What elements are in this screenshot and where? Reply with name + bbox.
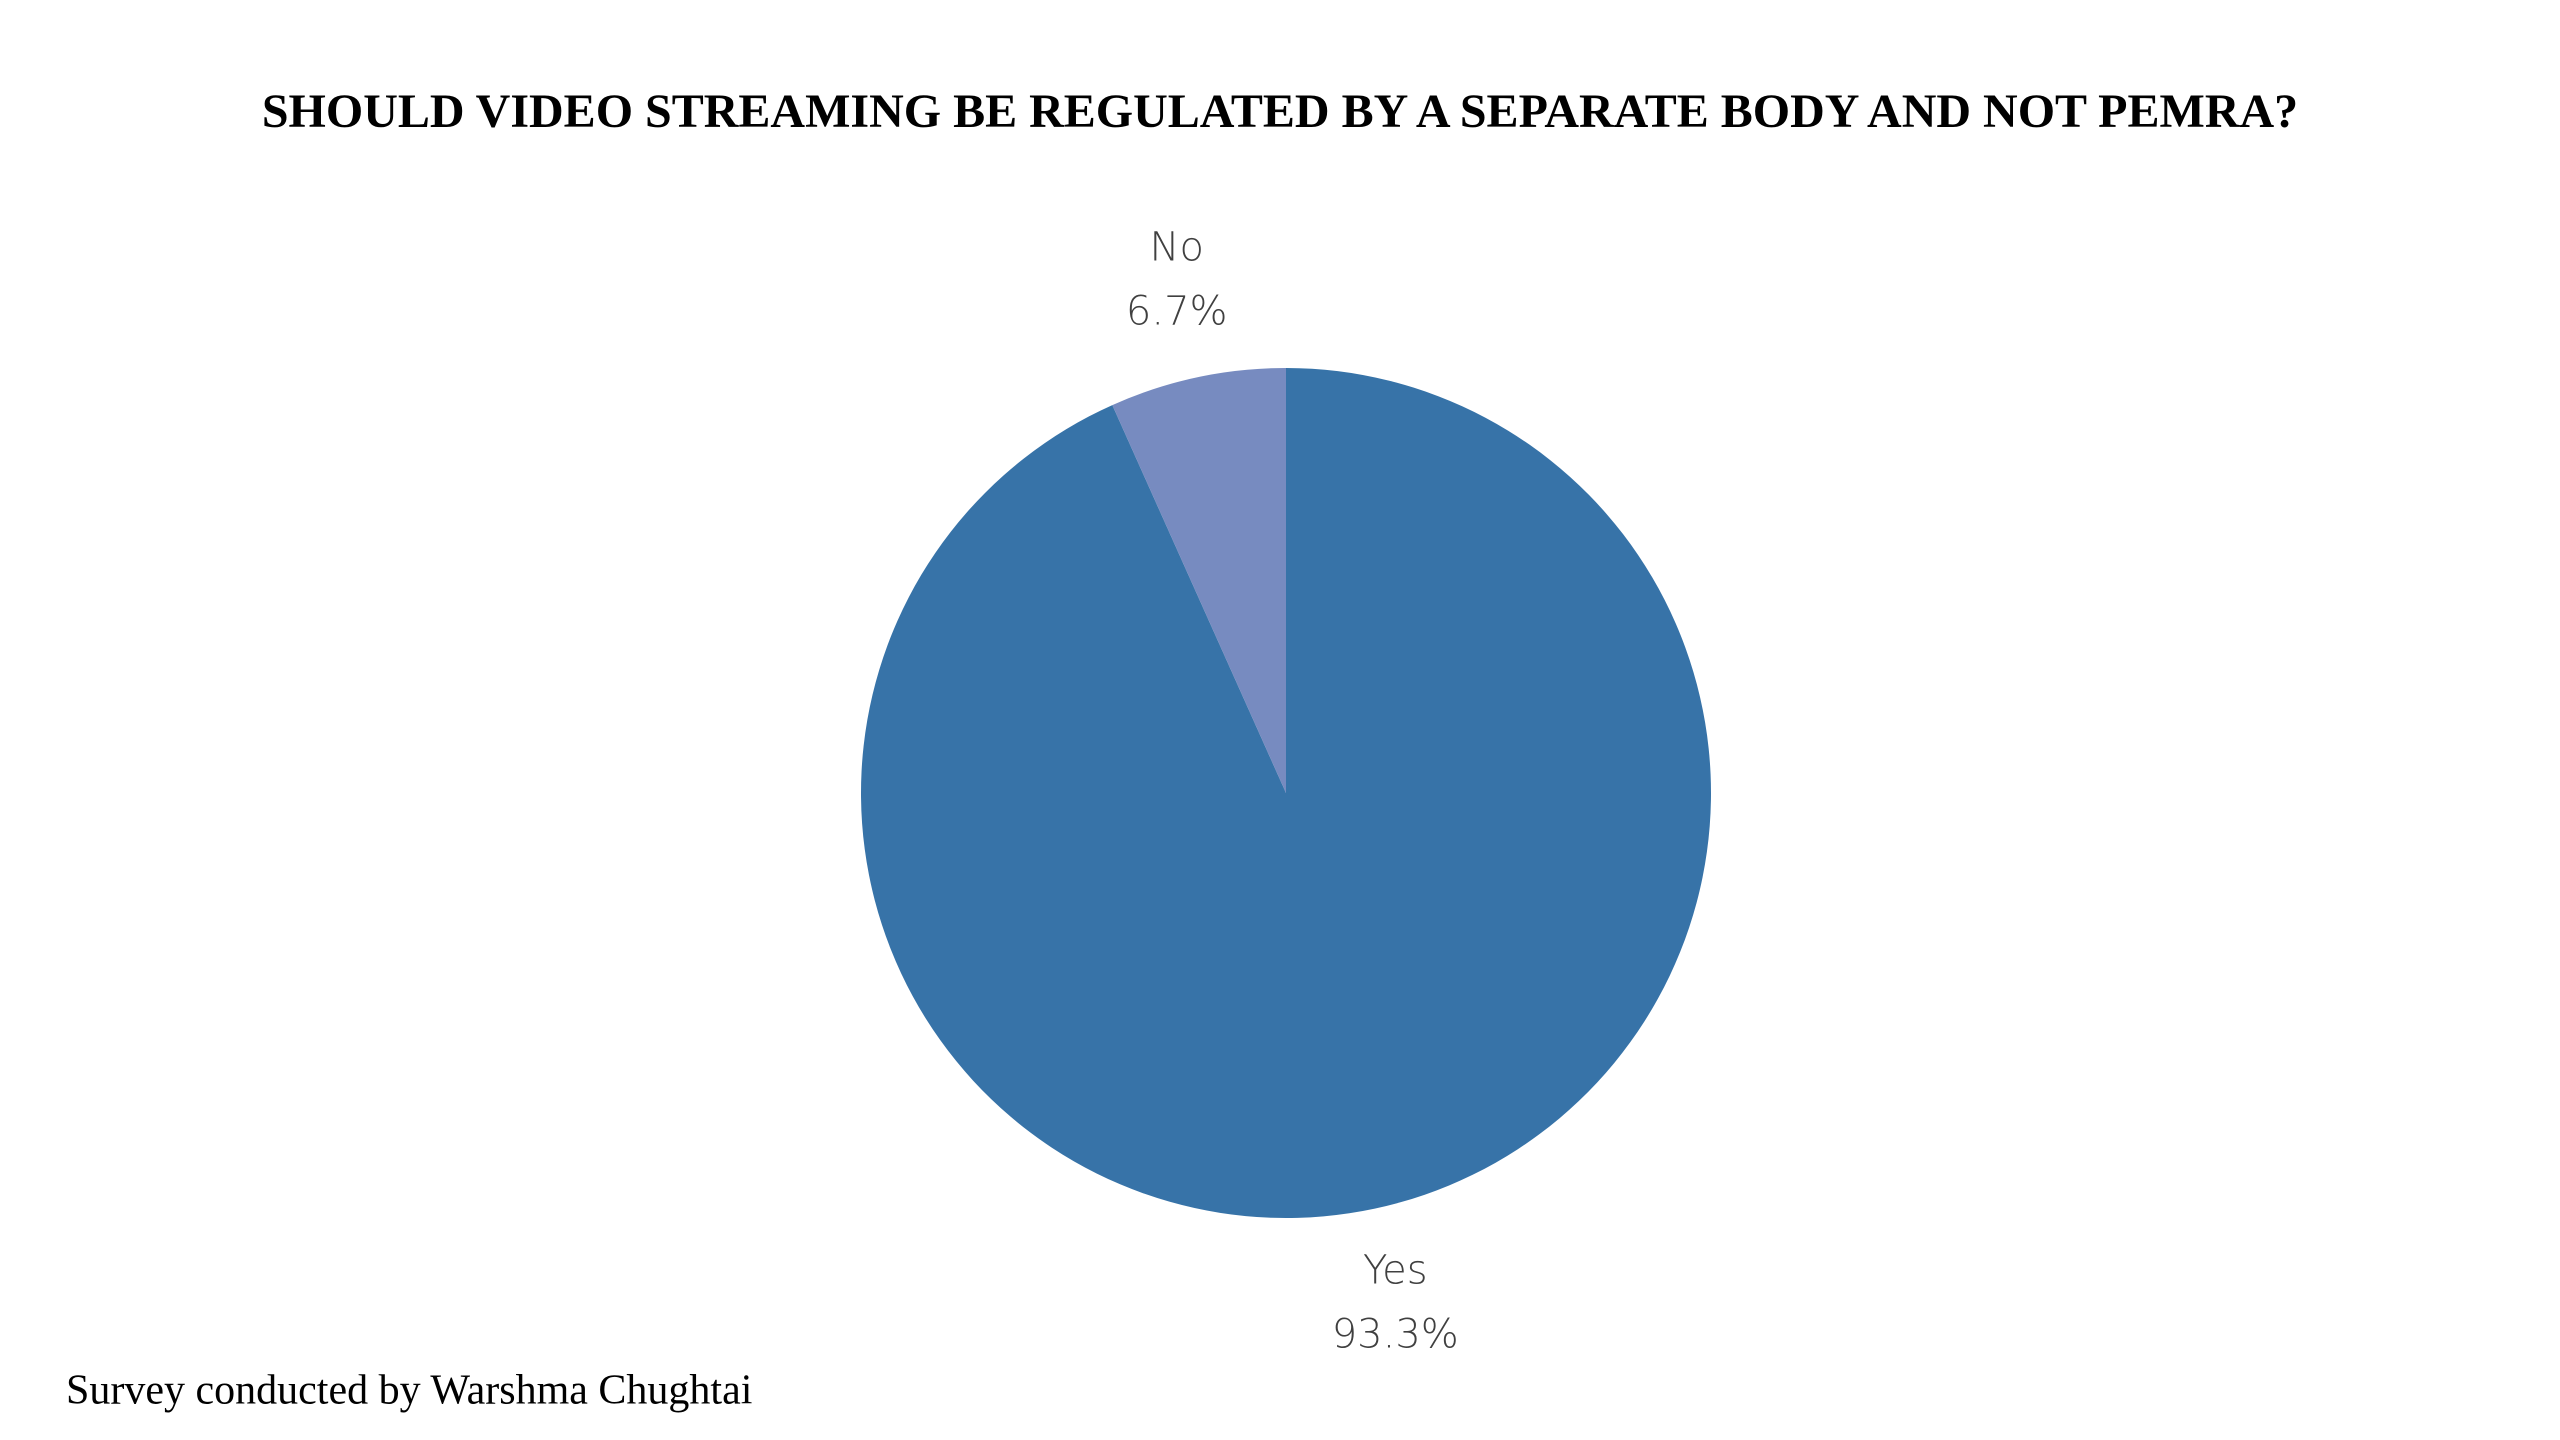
pie-slice [860,368,1711,1218]
pie-slice [1112,368,1286,793]
slice-label: Yes [1363,1247,1428,1293]
chart-title: SHOULD VIDEO STREAMING BE REGULATED BY A… [262,85,2298,138]
slice-value-label: 93.3% [1332,1311,1459,1357]
slice-value-label: 6.7% [1126,289,1228,335]
slice-label: No [1150,225,1204,271]
footnote: Survey conducted by Warshma Chughtai [66,1368,752,1414]
